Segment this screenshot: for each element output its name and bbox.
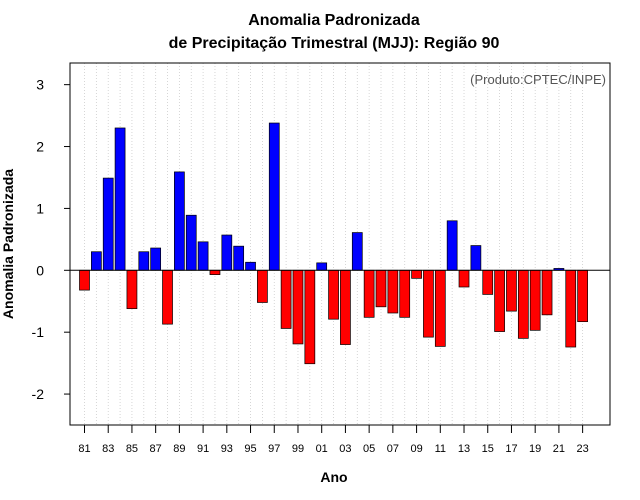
bar-23 [577,269,588,323]
bar-85 [126,269,138,310]
bar-89 [174,171,185,271]
x-tick-label: 85 [126,443,138,455]
x-tick-label: 89 [173,443,185,455]
bar-98 [280,269,292,329]
bar-83 [102,177,114,271]
bar-84 [114,127,126,271]
y-tick-label: 0 [36,262,44,278]
bar-10 [423,269,434,338]
bar-02 [328,269,339,320]
x-tick-label: 83 [102,443,114,455]
bar-03 [340,269,351,345]
y-axis: -2 -1 0 1 2 3 [32,77,70,402]
y-tick-label: 2 [36,139,44,155]
bar-99 [292,269,304,345]
bar-92 [209,269,221,275]
bar-16 [494,269,505,332]
x-tick-label: 91 [197,443,209,455]
bar-82 [91,251,102,271]
y-axis-label: Anomalia Padronizada [0,169,16,319]
bar-88 [162,269,173,325]
bar-12 [446,220,458,271]
bar-00 [304,269,316,365]
x-axis-label: Ano [320,469,347,485]
bar-07 [387,269,399,314]
x-tick-label: 05 [363,443,375,455]
x-tick-label: 97 [268,443,280,455]
bar-19 [529,269,541,331]
bar-93 [221,234,233,271]
watermark: (Produto:CPTEC/INPE) [470,72,606,87]
bar-90 [185,214,197,271]
x-tick-label: 23 [576,443,588,455]
x-tick-label: 09 [410,443,422,455]
x-tick-label: 15 [482,443,494,455]
bar-18 [517,269,529,339]
x-tick-label: 13 [458,443,470,455]
x-tick-label: 19 [529,443,541,455]
plot-frame [69,62,611,426]
x-tick-label: 93 [221,443,233,455]
x-tick-label: 07 [387,443,399,455]
x-tick-label: 87 [150,443,162,455]
x-tick-label: 03 [339,443,351,455]
bar-97 [268,122,280,271]
bar-96 [257,269,268,303]
chart-title-line-1: Anomalia Padronizada [248,12,420,29]
x-tick-label: 99 [292,443,304,455]
grid-lines [84,63,584,425]
bar-09 [411,269,422,279]
bar-06 [375,269,387,308]
bar-11 [434,269,446,347]
x-tick-label: 17 [505,443,517,455]
bar-22 [565,269,577,348]
bars-group [79,122,588,365]
bar-14 [470,245,482,271]
chart-title-line-2: de Precipitação Trimestral (MJJ): Região… [169,35,500,52]
bar-20 [541,269,553,316]
y-tick-label: 1 [36,200,44,216]
bar-86 [138,251,150,271]
bar-08 [399,269,411,318]
bar-94 [233,245,245,271]
y-tick-label: -2 [32,386,45,402]
x-tick-label: 11 [435,443,446,455]
x-axis: 81 83 85 87 89 91 93 95 97 99 01 03 05 07 09 11 13 15 17 19… [78,425,589,455]
bar-05 [363,269,375,318]
bar-04 [351,232,363,271]
bar-91 [197,241,209,271]
bar-87 [150,247,162,271]
x-tick-label: 01 [316,443,328,455]
bar-01 [316,262,328,271]
x-tick-label: 21 [553,443,565,455]
bar-13 [458,269,470,288]
x-tick-label: 95 [244,443,256,455]
bar-95 [245,261,256,271]
y-tick-label: -1 [32,324,45,340]
y-tick-label: 3 [36,77,44,93]
bar-15 [482,269,494,295]
bar-81 [79,269,90,291]
x-tick-label: 81 [78,443,90,455]
bar-17 [506,269,517,312]
